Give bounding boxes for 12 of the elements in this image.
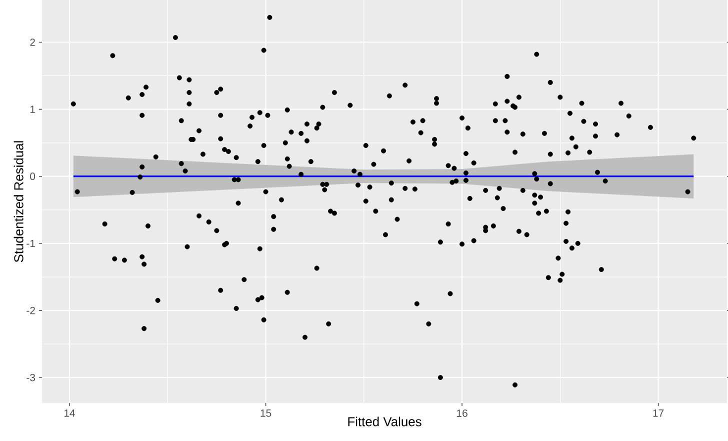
x-tick-label: 15 xyxy=(260,410,272,417)
x-tick-label: 17 xyxy=(653,410,664,417)
y-tick-label: -1 xyxy=(26,240,35,248)
x-tick-label: 14 xyxy=(64,410,75,417)
x-tick-label: 16 xyxy=(457,410,468,417)
y-tick-label: 1 xyxy=(30,106,35,113)
x-axis-title: Fitted Values xyxy=(348,416,422,426)
y-tick-label: -2 xyxy=(26,306,35,314)
y-axis-title: Studentized Residual xyxy=(14,141,24,262)
y-tick-label: -3 xyxy=(26,374,36,382)
y-tick-label: 0 xyxy=(30,172,36,180)
y-tick-label: 2 xyxy=(30,38,35,46)
